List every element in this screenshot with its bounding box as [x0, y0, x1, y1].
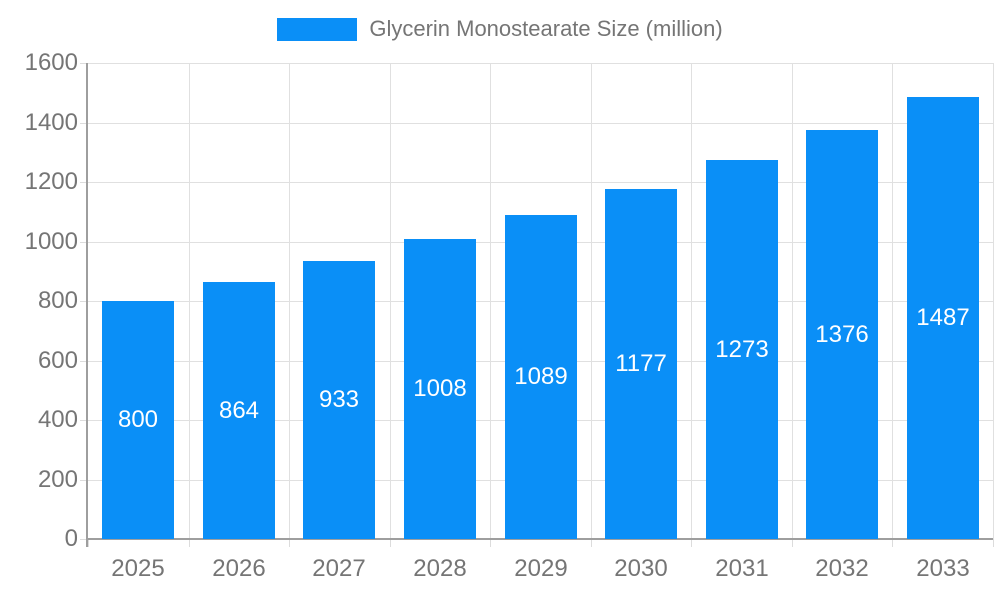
x-axis-label: 2029: [514, 555, 568, 582]
y-axis-tick: [80, 480, 88, 481]
bar-2032[interactable]: 1376: [806, 130, 878, 539]
x-axis-line: [86, 538, 993, 540]
h-gridline: [88, 63, 993, 64]
legend[interactable]: Glycerin Monostearate Size (million): [0, 16, 1000, 42]
x-axis-tick: [490, 539, 491, 547]
v-gridline: [289, 63, 290, 539]
y-axis-tick: [80, 242, 88, 243]
y-axis-label: 1600: [24, 49, 78, 76]
h-gridline: [88, 182, 993, 183]
y-axis-tick: [80, 420, 88, 421]
y-axis-tick: [80, 539, 88, 540]
bar-2025[interactable]: 800: [102, 301, 174, 539]
y-axis-tick: [80, 123, 88, 124]
legend-label: Glycerin Monostearate Size (million): [369, 16, 723, 41]
y-axis-tick: [80, 63, 88, 64]
x-axis-tick: [993, 539, 994, 547]
bar-2031[interactable]: 1273: [706, 160, 778, 539]
legend-swatch: [277, 17, 358, 41]
x-axis-tick: [390, 539, 391, 547]
bar-2030[interactable]: 1177: [605, 189, 677, 539]
x-axis-label: 2032: [815, 555, 869, 582]
y-axis-label: 1400: [24, 109, 78, 136]
v-gridline: [189, 63, 190, 539]
x-axis-tick: [88, 539, 89, 547]
bar-value-label: 864: [218, 396, 260, 424]
x-axis-label: 2030: [614, 555, 668, 582]
v-gridline: [490, 63, 491, 539]
bar-value-label: 1177: [615, 350, 667, 377]
bar-2028[interactable]: 1008: [404, 239, 476, 539]
v-gridline: [892, 63, 893, 539]
v-gridline: [993, 63, 994, 539]
bar-value-label: 1008: [413, 375, 467, 402]
y-axis-line: [86, 63, 88, 547]
y-axis-tick: [80, 301, 88, 302]
x-axis-label: 2033: [916, 555, 970, 582]
bar-2026[interactable]: 864: [203, 282, 275, 539]
x-axis-label: 2026: [212, 555, 266, 582]
bar-value-label: 1089: [514, 363, 568, 390]
x-axis-tick: [792, 539, 793, 547]
bar-value-label: 1376: [815, 320, 869, 348]
v-gridline: [591, 63, 592, 539]
y-axis-tick: [80, 182, 88, 183]
y-axis-label: 600: [37, 347, 78, 374]
h-gridline: [88, 123, 993, 124]
y-axis-label: 1200: [24, 168, 78, 195]
bar-2029[interactable]: 1089: [505, 215, 577, 539]
x-axis-tick: [189, 539, 190, 547]
x-axis-label: 2027: [312, 555, 366, 582]
x-axis-tick: [591, 539, 592, 547]
bar-value-label: 1273: [715, 335, 769, 363]
bar-2027[interactable]: 933: [303, 261, 375, 539]
y-axis-label: 1000: [24, 228, 78, 255]
bar-2033[interactable]: 1487: [907, 97, 979, 539]
v-gridline: [691, 63, 692, 539]
y-axis-label: 800: [37, 287, 78, 314]
x-axis-tick: [892, 539, 893, 547]
bar-value-label: 1487: [916, 304, 970, 331]
y-axis-tick: [80, 361, 88, 362]
bar-value-label: 800: [117, 406, 159, 433]
x-axis-tick: [289, 539, 290, 547]
v-gridline: [390, 63, 391, 539]
v-gridline: [792, 63, 793, 539]
x-axis-tick: [691, 539, 692, 547]
bar-value-label: 933: [318, 386, 360, 413]
y-axis-label: 0: [64, 525, 78, 552]
y-axis-label: 200: [37, 466, 78, 493]
x-axis-label: 2031: [715, 555, 769, 582]
y-axis-label: 400: [37, 406, 78, 433]
x-axis-label: 2025: [111, 555, 165, 582]
x-axis-label: 2028: [413, 555, 467, 582]
